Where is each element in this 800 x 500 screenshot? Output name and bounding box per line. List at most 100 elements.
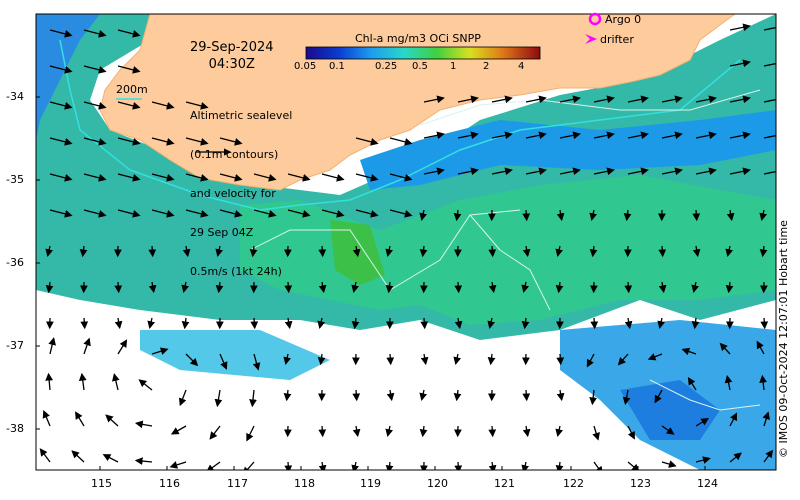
velocity-arrow <box>151 209 175 218</box>
velocity-arrow <box>661 460 677 468</box>
colorbar-tick: 0.05 <box>294 61 317 72</box>
velocity-arrow <box>83 209 107 218</box>
velocity-arrow <box>355 209 379 218</box>
velocity-arrow <box>692 209 701 222</box>
velocity-arrow <box>352 245 361 258</box>
velocity-arrow <box>627 95 649 104</box>
velocity-arrow <box>250 317 259 330</box>
velocity-arrow <box>555 245 564 258</box>
velocity-arrow <box>185 173 209 182</box>
velocity-arrow <box>760 317 769 330</box>
velocity-arrow <box>691 317 700 330</box>
velocity-arrow <box>317 353 326 366</box>
y-tick-label: -38 <box>6 422 24 435</box>
velocity-arrow <box>215 281 224 294</box>
velocity-arrow <box>134 457 153 465</box>
velocity-arrow <box>321 209 345 218</box>
argo-label: Argo 0 <box>605 13 642 26</box>
velocity-arrow <box>454 317 463 330</box>
velocity-arrow <box>178 389 187 407</box>
velocity-arrow <box>389 209 413 218</box>
velocity-arrow <box>219 209 243 218</box>
velocity-arrow <box>453 353 462 366</box>
velocity-arrow <box>287 209 311 218</box>
description-line: Altimetric sealevel <box>190 109 293 122</box>
velocity-arrow <box>657 317 666 330</box>
velocity-arrow <box>355 137 379 146</box>
velocity-arrow <box>355 173 379 182</box>
velocity-arrow <box>556 209 565 222</box>
velocity-arrow <box>287 173 311 182</box>
velocity-arrow <box>117 339 128 355</box>
velocity-arrow <box>181 281 190 294</box>
velocity-arrow <box>724 374 733 391</box>
velocity-arrow <box>556 389 565 402</box>
x-tick-label: 120 <box>427 477 448 490</box>
velocity-arrow <box>759 209 768 222</box>
velocity-arrow <box>219 137 243 146</box>
velocity-arrow <box>555 281 564 294</box>
velocity-arrow <box>419 245 428 258</box>
velocity-arrow <box>102 454 119 463</box>
velocity-arrow <box>627 131 649 140</box>
velocity-arrow <box>214 389 223 408</box>
velocity-arrow <box>80 317 89 330</box>
velocity-arrow <box>453 389 462 402</box>
velocity-arrow <box>83 137 107 146</box>
velocity-arrow <box>114 281 123 294</box>
argo-icon <box>588 12 602 26</box>
velocity-arrow <box>318 245 327 258</box>
velocity-arrow <box>681 347 697 356</box>
velocity-arrow <box>117 65 141 74</box>
velocity-arrow <box>695 456 711 464</box>
velocity-arrow <box>420 353 429 366</box>
velocity-arrow <box>419 209 428 222</box>
velocity-arrow <box>647 353 663 361</box>
velocity-arrow <box>83 337 91 355</box>
velocity-arrow <box>351 281 360 294</box>
x-tick-label: 119 <box>360 477 381 490</box>
date-stamp: 29-Sep-2024 04:30Z <box>190 39 274 73</box>
velocity-arrow <box>589 245 598 258</box>
contour-200m <box>59 39 741 211</box>
velocity-arrow <box>763 449 774 463</box>
x-tick-label: 115 <box>91 477 112 490</box>
velocity-arrow <box>283 353 292 366</box>
chl-region-nw <box>36 14 100 140</box>
velocity-arrow <box>487 353 496 366</box>
velocity-arrow <box>318 461 327 470</box>
velocity-arrow <box>589 209 598 222</box>
velocity-arrow <box>453 209 462 222</box>
velocity-arrow <box>661 131 683 140</box>
velocity-arrow <box>729 452 742 463</box>
velocity-arrow <box>284 281 293 294</box>
velocity-arrow <box>661 167 683 176</box>
sealevel-contour <box>419 89 761 126</box>
velocity-arrow <box>729 95 751 104</box>
velocity-arrow <box>83 65 107 74</box>
velocity-arrow <box>729 412 738 427</box>
velocity-arrow <box>692 245 701 258</box>
colorbar-tick: 0.5 <box>412 61 428 72</box>
velocity-arrow <box>79 245 88 258</box>
velocity-arrow <box>385 281 394 294</box>
velocity-arrow <box>138 379 153 391</box>
description-line: 0.5m/s (1kt 24h) <box>190 265 282 278</box>
velocity-arrow <box>219 353 228 370</box>
velocity-arrow <box>45 281 54 294</box>
velocity-arrow <box>525 95 547 104</box>
velocity-arrow <box>423 131 445 140</box>
y-tick-label: -36 <box>6 256 24 269</box>
velocity-arrow <box>759 245 768 258</box>
velocity-arrow <box>661 95 683 104</box>
velocity-arrow <box>117 101 141 110</box>
velocity-arrow <box>617 353 629 366</box>
velocity-arrow <box>695 131 717 140</box>
velocity-arrow <box>283 389 292 402</box>
velocity-arrow <box>522 389 531 402</box>
velocity-arrow <box>284 461 293 470</box>
velocity-arrow <box>729 131 751 140</box>
velocity-arrow <box>45 245 54 258</box>
y-tick-label: -37 <box>6 339 24 352</box>
